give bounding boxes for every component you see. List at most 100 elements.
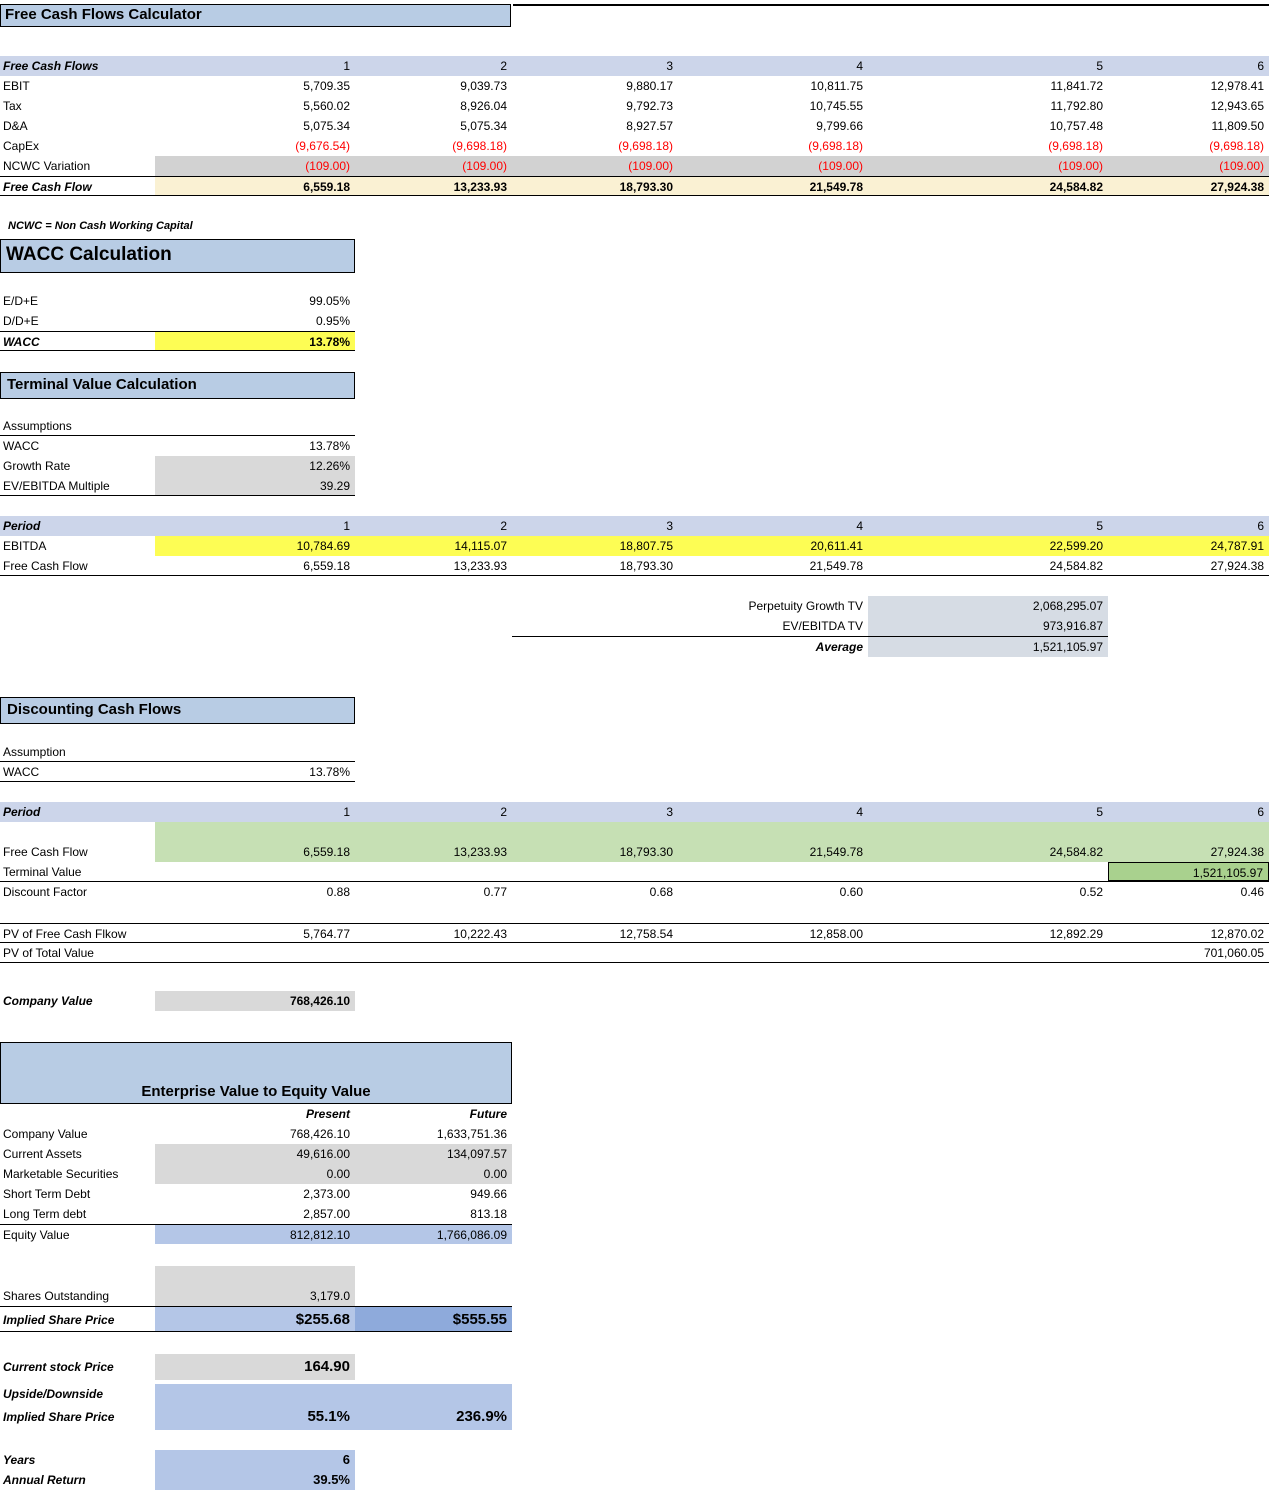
value-cell[interactable]: 12,758.54 bbox=[619, 927, 673, 941]
value-cell[interactable]: 9,880.17 bbox=[626, 79, 673, 93]
value-cell[interactable]: 3,179.0 bbox=[155, 1286, 355, 1306]
value-cell[interactable]: 2,373.00 bbox=[303, 1187, 350, 1201]
value-cell[interactable]: 12,870.02 bbox=[1210, 927, 1264, 941]
value-cell[interactable]: 0.88 bbox=[326, 885, 350, 899]
assumption-heading-row: Assumption bbox=[0, 742, 355, 762]
value-cell[interactable]: 13.78% bbox=[309, 765, 350, 779]
value-cell[interactable]: 22,599.20 bbox=[868, 536, 1108, 556]
value-cell[interactable]: 813.18 bbox=[470, 1207, 507, 1221]
value-cell[interactable]: 24,787.91 bbox=[1108, 536, 1269, 556]
value-cell[interactable]: 21,549.78 bbox=[809, 559, 863, 573]
value-cell[interactable]: 768,426.10 bbox=[289, 1127, 350, 1141]
value-cell[interactable]: 18,793.30 bbox=[512, 177, 678, 195]
value-cell[interactable]: (109.00) bbox=[1108, 156, 1269, 176]
value-cell[interactable]: 2,068,295.07 bbox=[868, 596, 1108, 616]
value-cell[interactable]: (9,698.18) bbox=[618, 139, 673, 153]
value-cell[interactable]: $555.55 bbox=[355, 1307, 512, 1331]
value-cell[interactable]: (109.00) bbox=[678, 156, 868, 176]
value-cell[interactable]: 5,075.34 bbox=[460, 119, 507, 133]
value-cell[interactable]: 9,799.66 bbox=[816, 119, 863, 133]
value-cell[interactable]: 949.66 bbox=[470, 1187, 507, 1201]
value-cell[interactable]: 6,559.18 bbox=[155, 177, 355, 195]
value-cell[interactable]: 27,924.38 bbox=[1108, 842, 1269, 862]
value-cell[interactable]: 13,233.93 bbox=[355, 842, 512, 862]
value-cell[interactable]: 13.78% bbox=[309, 439, 350, 453]
value-cell[interactable]: 812,812.10 bbox=[155, 1225, 355, 1244]
value-cell[interactable]: 27,924.38 bbox=[1108, 177, 1269, 195]
value-cell[interactable]: 236.9% bbox=[355, 1404, 512, 1430]
value-cell[interactable]: 0.77 bbox=[483, 885, 507, 899]
value-cell[interactable]: (109.00) bbox=[868, 156, 1108, 176]
value-cell[interactable]: 18,807.75 bbox=[512, 536, 678, 556]
value-cell[interactable]: 24,584.82 bbox=[1049, 559, 1103, 573]
value-cell[interactable]: 0.68 bbox=[649, 885, 673, 899]
value-cell[interactable]: (9,698.18) bbox=[1048, 139, 1103, 153]
value-cell[interactable]: 701,060.05 bbox=[1203, 946, 1264, 960]
value-cell[interactable]: 1,521,105.97 bbox=[1108, 862, 1269, 881]
value-cell[interactable]: 5,560.02 bbox=[303, 99, 350, 113]
value-cell[interactable]: 13.78% bbox=[155, 332, 355, 350]
value-cell[interactable]: 5,764.77 bbox=[303, 927, 350, 941]
value-cell[interactable]: 18,793.30 bbox=[619, 559, 673, 573]
value-cell[interactable]: 21,549.78 bbox=[678, 842, 868, 862]
value-cell[interactable]: (9,698.18) bbox=[1209, 139, 1264, 153]
value-cell[interactable]: 12,858.00 bbox=[809, 927, 863, 941]
value-cell[interactable]: (109.00) bbox=[355, 156, 512, 176]
value-cell[interactable]: (109.00) bbox=[512, 156, 678, 176]
value-cell[interactable]: 0.46 bbox=[1240, 885, 1264, 899]
value-cell[interactable]: 24,584.82 bbox=[868, 842, 1108, 862]
value-cell[interactable]: (9,698.18) bbox=[808, 139, 863, 153]
value-cell[interactable]: 134,097.57 bbox=[355, 1144, 512, 1164]
value-cell[interactable]: 11,841.72 bbox=[1050, 79, 1104, 93]
value-cell[interactable]: 0.00 bbox=[155, 1164, 355, 1184]
value-cell[interactable]: 39.29 bbox=[155, 476, 355, 495]
value-cell[interactable]: 13,233.93 bbox=[355, 177, 512, 195]
value-cell[interactable]: 9,792.73 bbox=[626, 99, 673, 113]
value-cell[interactable]: 0.95% bbox=[315, 314, 350, 328]
value-cell[interactable]: 1,766,086.09 bbox=[355, 1225, 512, 1244]
value-cell[interactable]: 11,792.80 bbox=[1050, 99, 1104, 113]
value-cell[interactable]: 164.90 bbox=[155, 1354, 355, 1380]
value-cell[interactable]: 39.5% bbox=[155, 1470, 355, 1490]
value-cell[interactable]: 24,584.82 bbox=[868, 177, 1108, 195]
value-cell[interactable]: 10,222.43 bbox=[453, 927, 507, 941]
value-cell[interactable]: 1,521,105.97 bbox=[868, 637, 1108, 657]
value-cell[interactable]: 0.52 bbox=[1079, 885, 1103, 899]
value-cell[interactable]: (9,676.54) bbox=[295, 139, 350, 153]
value-cell[interactable]: 1,633,751.36 bbox=[436, 1127, 507, 1141]
value-cell[interactable]: 10,745.55 bbox=[809, 99, 863, 113]
value-cell[interactable]: 2,857.00 bbox=[303, 1207, 350, 1221]
value-cell[interactable]: 5,709.35 bbox=[303, 79, 350, 93]
value-cell[interactable]: $255.68 bbox=[155, 1307, 355, 1331]
value-cell[interactable]: 99.05% bbox=[309, 294, 350, 308]
value-cell[interactable]: 20,611.41 bbox=[678, 536, 868, 556]
value-cell[interactable]: 49,616.00 bbox=[155, 1144, 355, 1164]
value-cell[interactable]: 12.26% bbox=[155, 456, 355, 476]
value-cell[interactable]: 21,549.78 bbox=[678, 177, 868, 195]
value-cell[interactable]: 8,927.57 bbox=[626, 119, 673, 133]
value-cell[interactable]: 13,233.93 bbox=[453, 559, 507, 573]
value-cell[interactable]: 8,926.04 bbox=[460, 99, 507, 113]
value-cell[interactable]: 9,039.73 bbox=[460, 79, 507, 93]
value-cell[interactable]: 6 bbox=[155, 1450, 355, 1470]
value-cell[interactable]: (109.00) bbox=[155, 156, 355, 176]
value-cell[interactable]: 973,916.87 bbox=[868, 616, 1108, 636]
value-cell[interactable]: 0.60 bbox=[839, 885, 863, 899]
value-cell[interactable]: 11,809.50 bbox=[1211, 119, 1265, 133]
value-cell[interactable]: 10,757.48 bbox=[1049, 119, 1103, 133]
value-cell[interactable]: 18,793.30 bbox=[512, 842, 678, 862]
value-cell[interactable]: 27,924.38 bbox=[1210, 559, 1264, 573]
value-cell[interactable]: 6,559.18 bbox=[155, 842, 355, 862]
value-cell[interactable]: 10,784.69 bbox=[155, 536, 355, 556]
value-cell[interactable]: 55.1% bbox=[155, 1404, 355, 1430]
value-cell[interactable]: (9,698.18) bbox=[452, 139, 507, 153]
value-cell[interactable]: 5,075.34 bbox=[303, 119, 350, 133]
value-cell[interactable]: 768,426.10 bbox=[155, 991, 355, 1011]
value-cell[interactable]: 12,978.41 bbox=[1210, 79, 1264, 93]
value-cell[interactable]: 12,943.65 bbox=[1210, 99, 1264, 113]
value-cell[interactable]: 0.00 bbox=[355, 1164, 512, 1184]
value-cell[interactable]: 6,559.18 bbox=[303, 559, 350, 573]
value-cell[interactable]: 14,115.07 bbox=[355, 536, 512, 556]
value-cell[interactable]: 12,892.29 bbox=[1049, 927, 1103, 941]
value-cell[interactable]: 10,811.75 bbox=[810, 79, 864, 93]
